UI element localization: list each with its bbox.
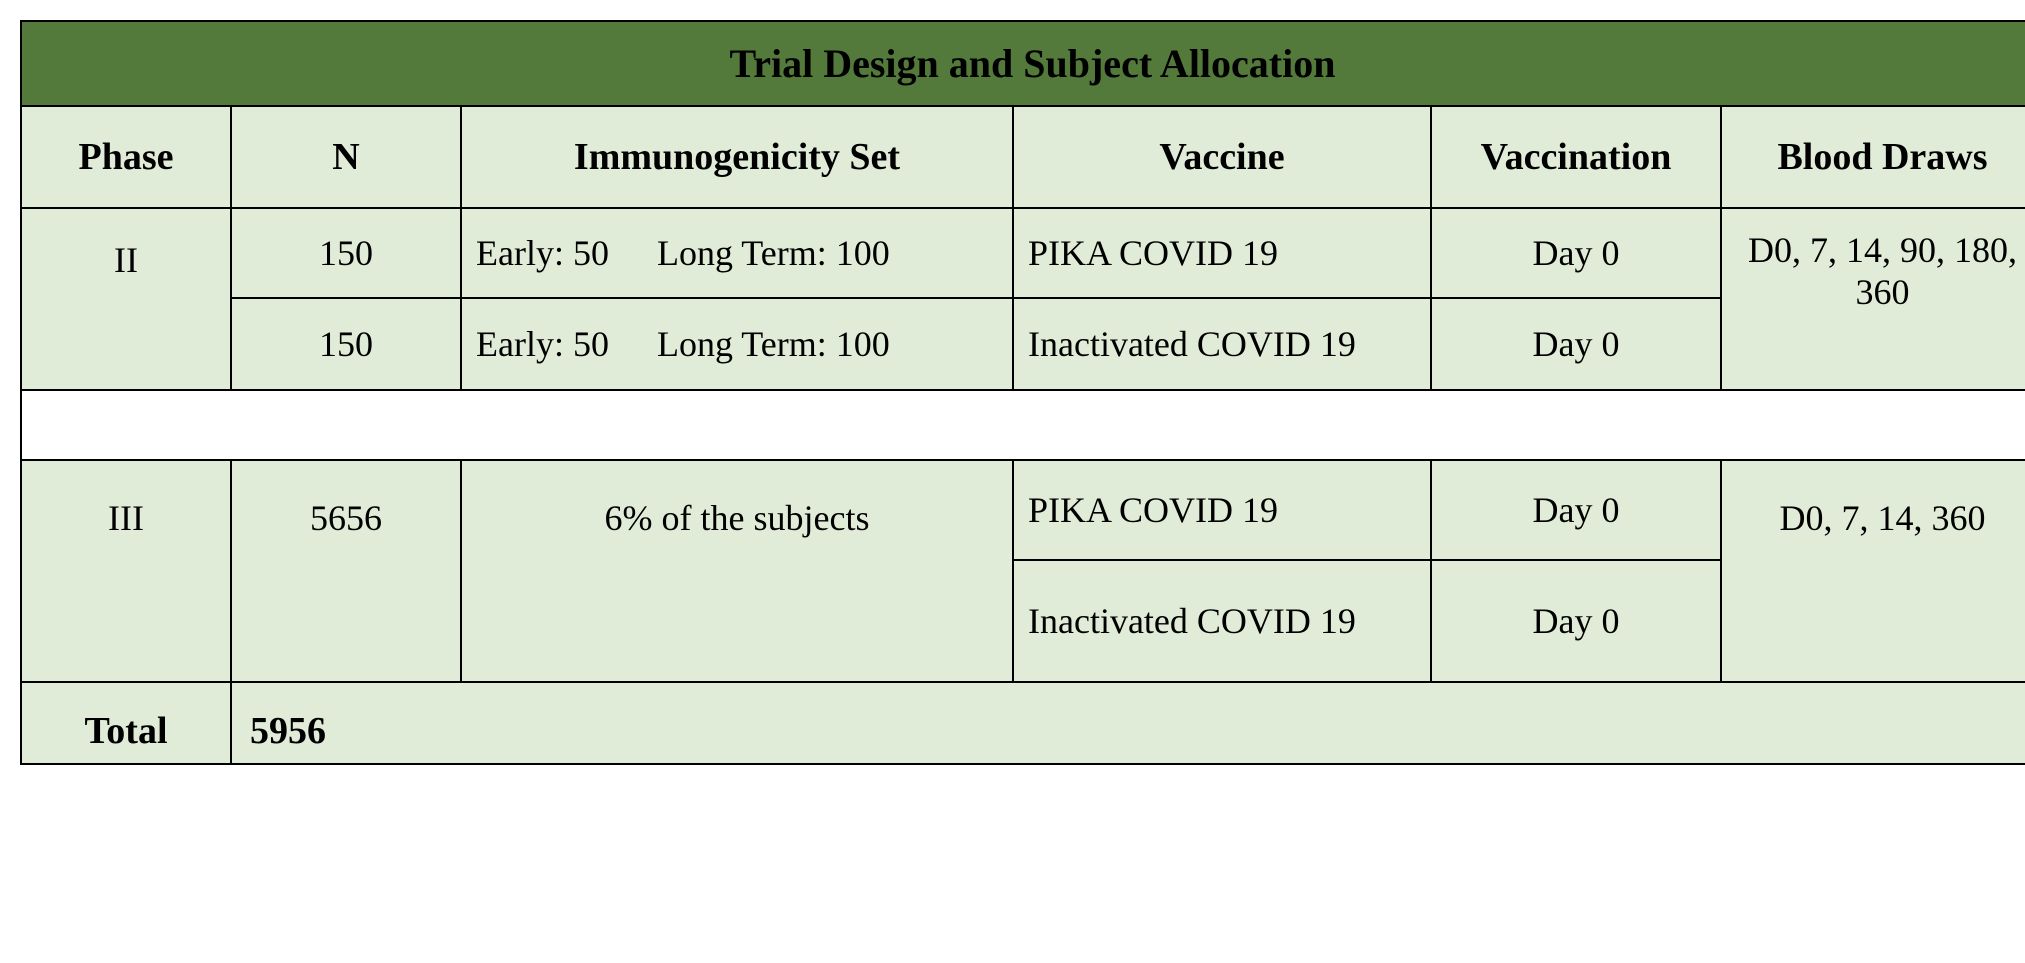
phase3-row2-vaccination: Day 0 [1432, 561, 1720, 681]
table-title: Trial Design and Subject Allocation [22, 22, 2025, 107]
phase2-row2-immuno-early: Early: 50 [476, 323, 609, 365]
total-value: 5956 [232, 683, 2025, 763]
phase3-n: 5656 [232, 461, 462, 681]
header-immuno: Immunogenicity Set [462, 107, 1014, 207]
phase2-row1-immuno: Early: 50 Long Term: 100 [462, 209, 1012, 299]
phase2-row2-n: 150 [232, 299, 460, 389]
phase2-row2-vaccine: Inactivated COVID 19 [1014, 299, 1430, 389]
total-label: Total [22, 683, 232, 763]
phase2-row1-immuno-long: Long Term: 100 [657, 232, 890, 274]
phase3-block: III 5656 6% of the subjects PIKA COVID 1… [22, 461, 2025, 683]
header-row: Phase N Immunogenicity Set Vaccine Vacci… [22, 107, 2025, 209]
phase2-row1-vaccine: PIKA COVID 19 [1014, 209, 1430, 299]
phase2-row1-n: 150 [232, 209, 460, 299]
phase3-label: III [22, 461, 232, 681]
phase2-n-stack: 150 150 [232, 209, 462, 389]
phase3-blood: D0, 7, 14, 360 [1722, 461, 2025, 681]
phase2-blood: D0, 7, 14, 90, 180, 360 [1722, 209, 2025, 389]
phase2-block: II 150 150 Early: 50 Long Term: 100 Earl… [22, 209, 2025, 391]
header-blood: Blood Draws [1722, 107, 2025, 207]
phase3-row1-vaccination: Day 0 [1432, 461, 1720, 561]
phase2-row2-immuno-long: Long Term: 100 [657, 323, 890, 365]
header-vaccine: Vaccine [1014, 107, 1432, 207]
phase3-immuno: 6% of the subjects [462, 461, 1014, 681]
phase3-vaccine-stack: PIKA COVID 19 Inactivated COVID 19 [1014, 461, 1432, 681]
header-vaccination: Vaccination [1432, 107, 1722, 207]
phase2-row1-immuno-early: Early: 50 [476, 232, 609, 274]
phase2-row2-immuno: Early: 50 Long Term: 100 [462, 299, 1012, 389]
phase3-vacc-stack: Day 0 Day 0 [1432, 461, 1722, 681]
trial-design-table: Trial Design and Subject Allocation Phas… [20, 20, 2025, 765]
phase3-row1-vaccine: PIKA COVID 19 [1014, 461, 1430, 561]
phase3-row2-vaccine: Inactivated COVID 19 [1014, 561, 1430, 681]
phase2-vacc-stack: Day 0 Day 0 [1432, 209, 1722, 389]
phase2-immuno-stack: Early: 50 Long Term: 100 Early: 50 Long … [462, 209, 1014, 389]
phase2-row1-vaccination: Day 0 [1432, 209, 1720, 299]
separator [22, 391, 2025, 461]
phase2-vaccine-stack: PIKA COVID 19 Inactivated COVID 19 [1014, 209, 1432, 389]
header-n: N [232, 107, 462, 207]
header-phase: Phase [22, 107, 232, 207]
phase2-label: II [22, 209, 232, 389]
total-row: Total 5956 [22, 683, 2025, 763]
phase2-row2-vaccination: Day 0 [1432, 299, 1720, 389]
